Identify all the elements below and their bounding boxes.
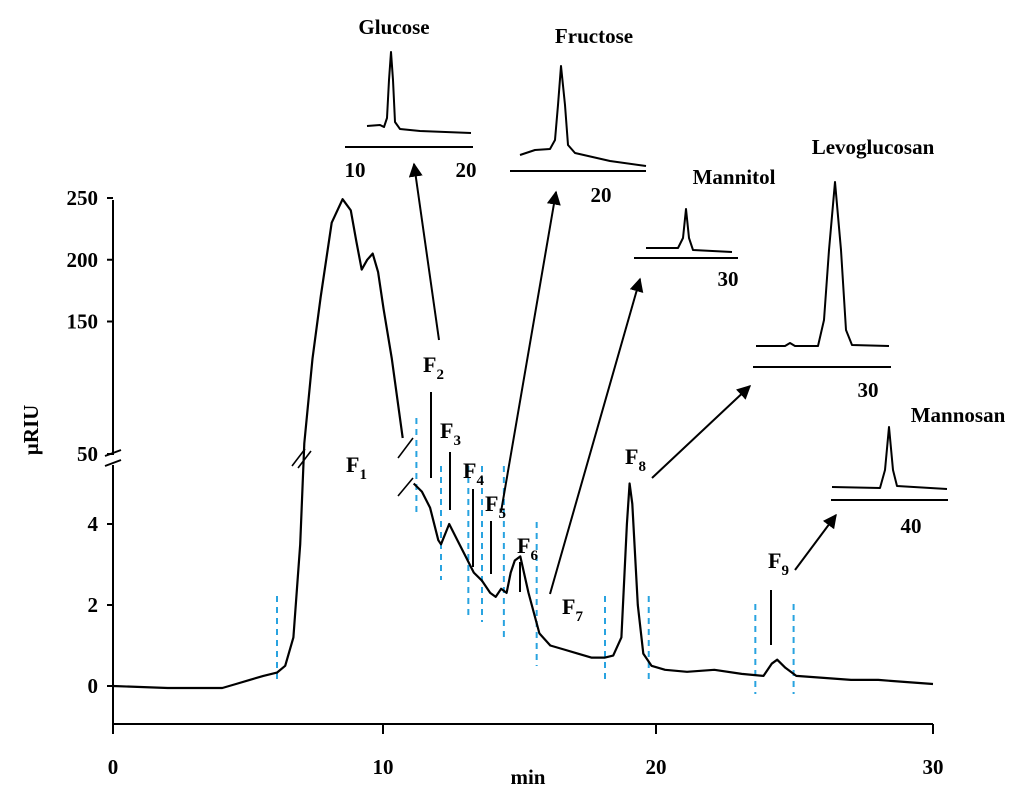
x-axis-label: min <box>510 765 545 787</box>
inset-arrow <box>794 513 837 571</box>
inset-tick-label: 40 <box>901 514 922 538</box>
y-axis-break-mark <box>104 449 122 467</box>
y-tick-label: 2 <box>88 593 99 617</box>
inset-arrows <box>408 162 837 595</box>
inset-arrow <box>408 162 440 341</box>
inset-tick-label: 20 <box>591 183 612 207</box>
inset-title: Levoglucosan <box>812 135 935 159</box>
inset-tick-label: 10 <box>345 158 366 182</box>
inset-trace <box>366 51 472 134</box>
x-tick-label: 20 <box>646 755 667 779</box>
fraction-label-f4: F4 <box>463 458 484 489</box>
inset-tick-label: 20 <box>456 158 477 182</box>
fraction-cut-lines <box>276 418 795 694</box>
inset-arrow <box>651 385 752 479</box>
fraction-label-f7: F7 <box>562 594 583 625</box>
inset-title: Fructose <box>555 24 633 48</box>
inset-glucose: Glucose 10 20 <box>345 15 477 182</box>
trace-layer <box>112 198 934 690</box>
plot-breaks <box>291 437 414 497</box>
inset-levoglucosan: Levoglucosan 30 <box>753 135 935 402</box>
inset-mannitol: Mannitol 30 <box>634 165 776 291</box>
fraction-label-f6: F6 <box>517 533 538 564</box>
inset-title: Mannosan <box>911 403 1006 427</box>
inset-title: Glucose <box>358 15 429 39</box>
inset-trace <box>646 208 733 253</box>
y-tick-label: 150 <box>67 310 99 334</box>
inset-tick-label: 30 <box>718 267 739 291</box>
axes: min µRIU <box>19 200 933 787</box>
inset-arrow <box>549 277 644 595</box>
fraction-label-f8: F8 <box>625 444 646 475</box>
inset-fructose: Fructose 20 <box>510 24 647 207</box>
inset-trace <box>519 65 647 167</box>
x-tick-label: 30 <box>923 755 944 779</box>
inset-tick-label: 30 <box>858 378 879 402</box>
trace-break-mark-left <box>291 448 312 469</box>
inset-trace <box>831 426 948 490</box>
trace-line-main <box>112 198 404 690</box>
y-tick-label: 4 <box>88 512 99 536</box>
y-tick-label: 250 <box>67 186 99 210</box>
inset-title: Mannitol <box>693 165 776 189</box>
inset-trace <box>756 181 890 347</box>
y-tick-label: 0 <box>88 674 99 698</box>
fraction-label-f5: F5 <box>485 491 506 522</box>
y-tick-label: 200 <box>67 248 99 272</box>
trace-line-tail <box>412 482 934 686</box>
x-tick-label: 10 <box>373 755 394 779</box>
inset-mannosan: Mannosan 40 <box>831 403 1006 538</box>
x-tick-label: 0 <box>108 755 119 779</box>
y-tick-label: 50 <box>77 442 98 466</box>
fraction-label-f3: F3 <box>440 418 461 449</box>
y-axis-label: µRIU <box>19 405 43 456</box>
fraction-label-f9: F9 <box>768 548 789 579</box>
fraction-label-f1: F1 <box>346 452 367 483</box>
trace-break-mark-right <box>397 437 414 497</box>
inset-arrow <box>500 190 561 513</box>
tick-labels: 0 10 20 30 0 2 4 50 150 200 250 <box>67 186 944 779</box>
fraction-label-f2: F2 <box>423 352 444 383</box>
